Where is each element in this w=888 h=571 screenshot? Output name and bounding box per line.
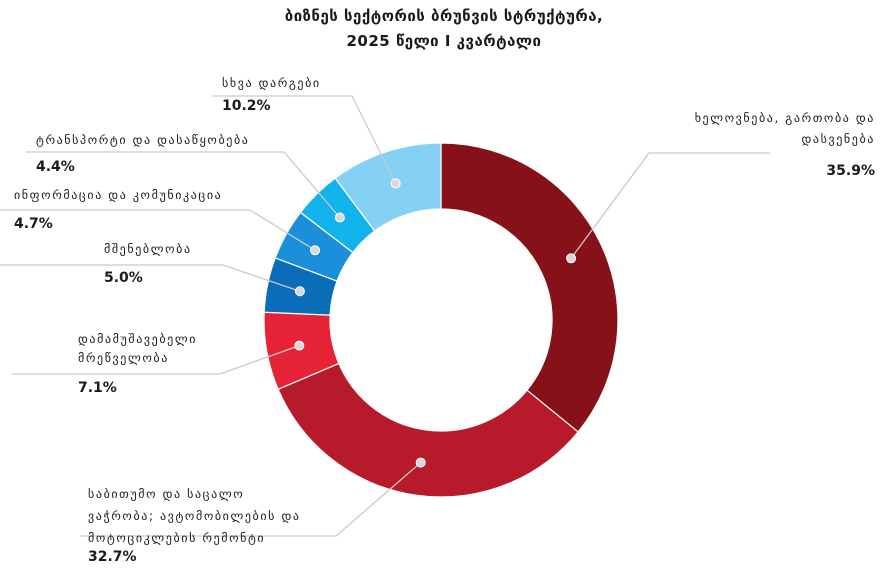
slice-marker-dot-7 (390, 178, 401, 189)
slice-2-label-line-3: მოტოციკლების რემონტი (88, 531, 265, 545)
leader-line-4 (0, 264, 301, 292)
slice-marker-dot-2 (415, 457, 426, 468)
donut-slices (263, 142, 619, 498)
donut-slice-2 (277, 362, 579, 498)
chart-title-line-1: ბიზნეს სექტორის ბრუნვის სტრუქტურა, (284, 7, 604, 25)
leader-line-3 (12, 345, 300, 375)
slice-4-value-label: 5.0% (104, 270, 143, 286)
slice-3-label-line-1: დამამუშავებელი (78, 332, 197, 346)
chart-title: ბიზნეს სექტორის ბრუნვის სტრუქტურა, 2025 … (0, 4, 888, 54)
slice-6-label-line-1: ტრანსპორტი და დასაწყობება (36, 133, 249, 147)
slice-3-label-line-2: მრეწველობა (78, 351, 169, 365)
donut-slice-1 (440, 142, 619, 433)
slice-5-label-line-1: ინფორმაცია და კომუნიკაცია (14, 188, 222, 202)
slice-7-value-label: 10.2% (222, 98, 271, 114)
donut-slice-7 (334, 142, 442, 232)
slice-2-label-line-2: ვაჭრობა; ავტომობილების და (88, 509, 301, 523)
slice-1-label-line-2: დასვენება (802, 132, 876, 146)
slice-2-label-line-1: საბითუმო და საცალო (88, 487, 244, 501)
leader-line-1 (570, 152, 770, 259)
slice-7-label-line-1: სხვა დარგები (222, 76, 321, 90)
slice-1-label-line-1: ხელოვნება, გართობა და (695, 111, 875, 125)
slice-marker-dot-5 (310, 245, 321, 256)
slice-6-value-label: 4.4% (36, 159, 75, 175)
slice-labels: ხელოვნება, გართობა და დასვენება 35.9% საბით… (0, 76, 875, 565)
slice-2-value-label: 32.7% (88, 549, 137, 565)
slice-5-value-label: 4.7% (14, 216, 53, 232)
slice-marker-dot-1 (566, 253, 577, 264)
leader-line-5 (0, 209, 316, 251)
slice-3-value-label: 7.1% (78, 380, 117, 396)
chart-title-line-2: 2025 წელი I კვარტალი (346, 32, 542, 50)
leader-line-7 (212, 95, 397, 184)
leader-line-2 (80, 462, 422, 537)
slice-1-value-label: 35.9% (826, 163, 875, 179)
slice-marker-dot-3 (294, 340, 305, 351)
slice-marker-dot-4 (294, 286, 305, 297)
slice-marker-dot-6 (334, 212, 345, 223)
leader-line-6 (26, 151, 341, 218)
slice-4-label-line-1: მშენებლობა (104, 242, 192, 256)
